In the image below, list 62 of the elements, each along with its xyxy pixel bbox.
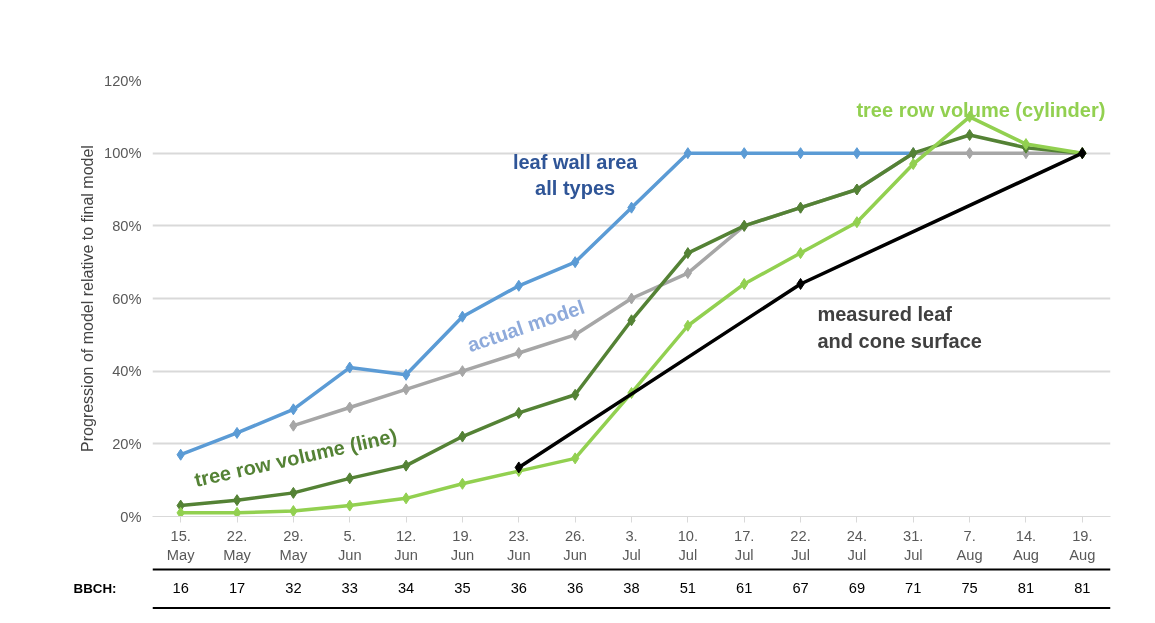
point (683, 267, 693, 280)
series-label: measured leaf and cone surface (817, 303, 982, 352)
y-axis-title: Progression of model relative to final model (79, 145, 97, 452)
x-tick-label: 23. Jun (506, 527, 531, 563)
x-tick-label: 17. Jul (734, 527, 755, 563)
point (965, 129, 974, 141)
point (401, 459, 411, 472)
x-tick-label: 22. May (223, 527, 252, 563)
text: 71 (905, 580, 922, 596)
text: 75 (961, 580, 978, 596)
text: 36 (567, 580, 584, 596)
text: 35 (454, 580, 471, 596)
y-tick-label: 20% (112, 435, 142, 452)
y-tick-label: 0% (120, 508, 142, 525)
x-tick-label: 26. Jun (563, 527, 587, 563)
x-tick-label: 10. Jul (677, 527, 699, 563)
x-tick-label: 3. Jul (622, 527, 641, 563)
x-tick-label: 14. Aug (1012, 527, 1040, 563)
text: 17 (228, 580, 246, 596)
point (852, 216, 862, 229)
text: 67 (792, 580, 809, 596)
x-tick-label: 29. May (279, 527, 308, 563)
x-tick-label: 31. Jul (903, 527, 924, 563)
x-tick-label: 7. Aug (956, 527, 983, 563)
point (683, 247, 693, 260)
series-label: leaf wall area all types (512, 150, 639, 200)
x-tick-label: 19. Jun (450, 527, 475, 563)
text: 81 (1074, 580, 1091, 596)
text: 69 (848, 580, 866, 596)
text: 36 (510, 580, 527, 596)
text: 32 (285, 580, 302, 596)
point (401, 383, 411, 396)
text: BBCH: (73, 580, 117, 596)
x-tick-label: 24. Jul (846, 527, 868, 563)
y-tick-label: 100% (104, 145, 142, 162)
series-label: tree row volume (cylinder) (856, 98, 1106, 121)
y-tick-label: 120% (104, 72, 142, 89)
x-tick-label: 22. Jul (790, 527, 811, 563)
text: 33 (341, 580, 358, 596)
y-tick-label: 40% (112, 363, 142, 380)
x-tick-label: 19. Aug (1069, 527, 1096, 563)
text: 81 (1017, 580, 1035, 596)
point (176, 506, 185, 517)
y-tick-label: 60% (112, 290, 142, 307)
point (683, 319, 693, 332)
y-tick-label: 80% (112, 217, 142, 234)
x-tick-label: 12. Jun (394, 527, 418, 563)
point (570, 452, 580, 465)
point (570, 388, 580, 401)
text: actual model (464, 295, 588, 357)
point (570, 256, 580, 269)
x-tick-label: 15. May (166, 527, 196, 563)
text: 51 (679, 580, 697, 596)
text: tree row volume (line) (192, 424, 399, 491)
point (289, 505, 298, 517)
x-tick-label: 5. Jun (337, 527, 362, 563)
text: 34 (397, 580, 415, 596)
text: 38 (623, 580, 640, 596)
text: 61 (736, 580, 753, 596)
point (232, 494, 242, 507)
point (232, 426, 242, 439)
text: 16 (172, 580, 189, 596)
